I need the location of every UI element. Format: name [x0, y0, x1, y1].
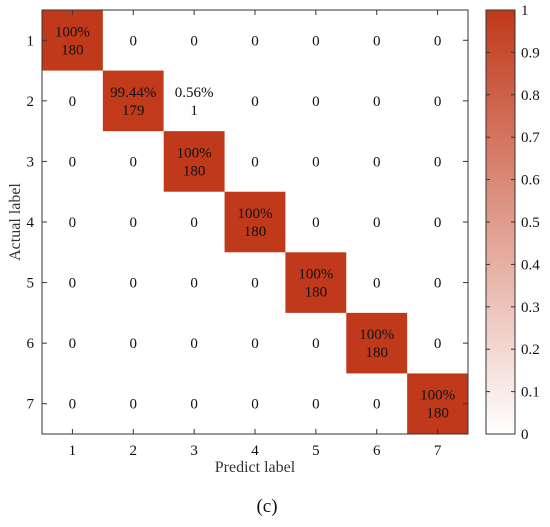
- x-axis-ticks: 1 2 3 4 5 6 7: [69, 10, 442, 459]
- cell-count-label: 180: [244, 224, 267, 240]
- colorbar-tick-label: 0.5: [521, 215, 540, 231]
- cell-count-label: 0: [130, 154, 138, 170]
- x-axis-label: Predict label: [215, 459, 296, 476]
- colorbar-tick-label: 0.6: [521, 173, 540, 189]
- cell-count-label: 0: [373, 154, 381, 170]
- matrix-cell: [346, 312, 408, 374]
- matrix-cell: [163, 70, 225, 132]
- cell-count-label: 0: [434, 154, 442, 170]
- y-tick-label: 6: [27, 336, 35, 352]
- y-tick-label: 4: [27, 215, 35, 231]
- cell-count-label: 0: [434, 215, 442, 231]
- colorbar-ticks: 0 0.1 0.2 0.3 0.4 0.5 0.6 0.7 0.8 0.9 1: [486, 3, 540, 443]
- cell-count-label: 0: [190, 397, 198, 413]
- y-axis-ticks: 1 2 3 4 5 6 7: [27, 33, 468, 413]
- x-tick-label: 1: [69, 443, 77, 459]
- cell-count-label: 0: [130, 276, 138, 292]
- cell-count-label: 0: [373, 33, 381, 49]
- colorbar-tick-label: 0.2: [521, 342, 540, 358]
- colorbar-tick-label: 0.9: [521, 45, 540, 61]
- cell-percent-label: 100%: [298, 267, 333, 283]
- cell-count-label: 0: [130, 397, 138, 413]
- cell-count-label: 0: [251, 154, 259, 170]
- cell-count-label: 0: [69, 336, 77, 352]
- cell-count-label: 0: [251, 397, 259, 413]
- cell-count-label: 1: [190, 103, 198, 119]
- cell-count-label: 0: [69, 276, 77, 292]
- cell-count-label: 180: [365, 345, 388, 361]
- cell-count-label: 0: [251, 276, 259, 292]
- cell-count-label: 0: [130, 33, 138, 49]
- colorbar-tick-label: 0: [521, 427, 529, 443]
- colorbar-tick-label: 0.1: [521, 385, 540, 401]
- cell-count-label: 0: [130, 215, 138, 231]
- y-tick-label: 7: [27, 397, 35, 413]
- cell-count-label: 0: [312, 94, 320, 110]
- cell-percent-label: 99.44%: [110, 85, 156, 101]
- matrix-cells: 100% 180 0 0 0 0 0 0 0 99.44% 179 0.56% 1 0 0 0 0 0 0 100% 1…: [42, 10, 468, 434]
- y-tick-label: 5: [27, 276, 35, 292]
- cell-count-label: 180: [183, 163, 206, 179]
- cell-count-label: 0: [373, 94, 381, 110]
- cell-count-label: 0: [69, 215, 77, 231]
- colorbar-tick-label: 0.7: [521, 130, 540, 146]
- x-tick-label: 5: [312, 443, 320, 459]
- cell-count-label: 0: [312, 397, 320, 413]
- cell-count-label: 0: [69, 154, 77, 170]
- x-tick-label: 4: [251, 443, 259, 459]
- cell-count-label: 0: [69, 397, 77, 413]
- matrix-cell: [102, 70, 164, 132]
- cell-count-label: 0: [312, 33, 320, 49]
- cell-count-label: 0: [251, 336, 259, 352]
- cell-count-label: 0: [69, 94, 77, 110]
- cell-count-label: 0: [190, 276, 198, 292]
- cell-count-label: 0: [434, 94, 442, 110]
- cell-count-label: 0: [373, 215, 381, 231]
- x-tick-label: 7: [434, 443, 442, 459]
- cell-count-label: 180: [426, 406, 449, 422]
- cell-count-label: 0: [130, 336, 138, 352]
- cell-count-label: 0: [434, 276, 442, 292]
- matrix-cell: [163, 131, 225, 192]
- cell-count-label: 0: [312, 336, 320, 352]
- figure-caption: (c): [256, 496, 277, 517]
- cell-percent-label: 100%: [55, 24, 90, 40]
- y-axis-label: Actual label: [7, 183, 24, 261]
- cell-count-label: 180: [61, 42, 84, 58]
- matrix-cell: [224, 191, 286, 253]
- cell-percent-label: 100%: [420, 388, 455, 404]
- cell-percent-label: 100%: [238, 206, 273, 222]
- y-tick-label: 3: [27, 154, 35, 170]
- cell-count-label: 0: [312, 154, 320, 170]
- colorbar: [485, 9, 516, 435]
- y-tick-label: 2: [27, 94, 35, 110]
- cell-count-label: 180: [305, 285, 328, 301]
- cell-count-label: 0: [373, 397, 381, 413]
- x-tick-label: 6: [373, 443, 381, 459]
- cell-count-label: 0: [312, 215, 320, 231]
- colorbar-tick-label: 0.3: [521, 300, 540, 316]
- colorbar-tick-label: 1: [521, 3, 529, 19]
- cell-count-label: 0: [434, 33, 442, 49]
- cell-count-label: 0: [251, 94, 259, 110]
- cell-count-label: 179: [122, 103, 145, 119]
- matrix-cell: [285, 252, 347, 313]
- cell-count-label: 0: [190, 33, 198, 49]
- y-tick-label: 1: [27, 33, 35, 49]
- cell-count-label: 0: [373, 276, 381, 292]
- colorbar-tick-label: 0.8: [521, 88, 540, 104]
- cell-percent-label: 100%: [177, 145, 212, 161]
- matrix-cell: [407, 373, 468, 434]
- cell-count-label: 0: [190, 336, 198, 352]
- cell-percent-label: 0.56%: [175, 85, 214, 101]
- cell-count-label: 0: [190, 215, 198, 231]
- matrix-cell: [42, 10, 103, 71]
- x-tick-label: 3: [190, 443, 198, 459]
- colorbar-tick-label: 0.4: [521, 257, 540, 273]
- cell-count-label: 0: [434, 336, 442, 352]
- x-tick-label: 2: [130, 443, 138, 459]
- cell-count-label: 0: [251, 33, 259, 49]
- cell-percent-label: 100%: [359, 327, 394, 343]
